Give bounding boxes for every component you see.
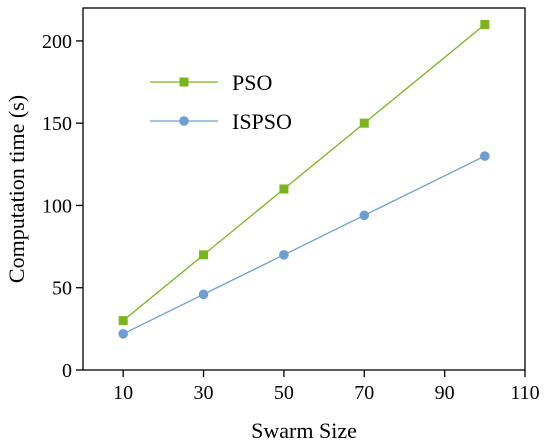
legend-entry-pso: PSO: [150, 70, 272, 95]
x-axis-ticks: 10 30 50 70 90 110: [113, 370, 540, 404]
series-pso: [118, 19, 490, 326]
data-point: [118, 316, 128, 326]
legend-label: ISPSO: [232, 109, 292, 134]
x-tick-label: 90: [435, 382, 455, 404]
data-point: [118, 329, 128, 339]
y-axis-ticks: 0 50 100 150 200: [42, 31, 83, 382]
data-point: [480, 19, 490, 29]
data-point: [198, 289, 209, 300]
y-tick-label: 200: [42, 31, 72, 53]
data-point: [359, 210, 370, 221]
x-tick-label: 10: [113, 382, 133, 404]
series-layer: [118, 19, 490, 339]
data-point: [359, 118, 369, 128]
x-axis-title: Swarm Size: [251, 418, 357, 443]
series-line: [122, 23, 486, 322]
legend-marker: [179, 77, 189, 87]
data-point: [279, 250, 289, 260]
x-tick-label: 110: [510, 382, 539, 404]
y-tick-label: 150: [42, 113, 72, 135]
y-axis-title: Computation time (s): [4, 95, 29, 283]
x-tick-label: 70: [354, 382, 374, 404]
legend-label: PSO: [232, 70, 272, 95]
data-point: [480, 151, 490, 161]
legend-marker: [179, 116, 189, 126]
series-line: [122, 155, 486, 335]
plot-frame: [82, 7, 526, 371]
data-point: [279, 184, 289, 194]
legend: PSO ISPSO: [150, 70, 292, 134]
x-tick-label: 50: [274, 382, 294, 404]
y-tick-label: 50: [52, 278, 72, 300]
data-point: [199, 250, 209, 260]
x-tick-label: 30: [194, 382, 214, 404]
y-tick-label: 0: [62, 360, 72, 382]
series-ispso: [118, 151, 490, 339]
y-tick-label: 100: [42, 195, 72, 217]
plot-area: [82, 7, 526, 371]
legend-entry-ispso: ISPSO: [150, 109, 292, 134]
